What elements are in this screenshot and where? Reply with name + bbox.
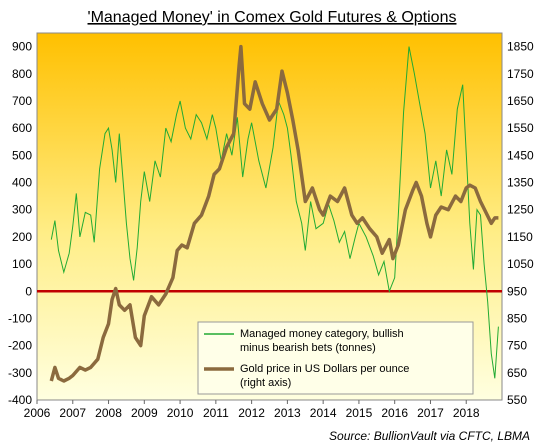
x-tick-label: 2014	[310, 406, 337, 420]
left-tick-label: 300	[12, 203, 32, 217]
left-tick-label: -400	[8, 393, 32, 407]
right-tick-label: 1150	[507, 230, 533, 244]
right-tick-label: 950	[507, 284, 527, 298]
legend-label-managed-money-line1: Managed money category, bullish	[240, 328, 404, 340]
x-tick-label: 2006	[24, 406, 51, 420]
x-tick-label: 2016	[381, 406, 408, 420]
x-tick-label: 2009	[131, 406, 158, 420]
right-tick-label: 1450	[507, 148, 534, 162]
right-tick-label: 850	[507, 311, 527, 325]
left-tick-label: 100	[12, 257, 32, 271]
left-tick-label: 900	[12, 40, 32, 54]
chart-source: Source: BullionVault via CFTC, LBMA	[329, 429, 530, 443]
legend-label-gold-price-line1: Gold price in US Dollars per ounce	[240, 363, 409, 375]
right-tick-label: 1850	[507, 40, 534, 54]
left-tick-label: 600	[12, 121, 32, 135]
right-tick-label: 1350	[507, 176, 534, 190]
right-tick-label: 1250	[507, 203, 534, 217]
legend-box	[197, 321, 474, 395]
left-axis-ticks: 900 800 700 600 500 400 300 200 100 0 -100 -200 -300…	[8, 40, 32, 407]
right-axis-ticks: 1850 1750 1650 1550 1450 1350 1250 1150 1050 950 8…	[507, 40, 534, 407]
right-tick-label: 650	[507, 366, 527, 380]
series-line-managed-money	[50, 46, 499, 379]
x-tick-label: 2013	[274, 406, 301, 420]
right-tick-label: 1750	[507, 67, 534, 81]
left-tick-label: 800	[12, 67, 32, 81]
legend: Managed money category, bullish minus be…	[197, 321, 474, 395]
right-tick-label: 750	[507, 339, 527, 353]
x-tick-label: 2008	[95, 406, 122, 420]
x-tick-label: 2017	[417, 406, 444, 420]
right-tick-label: 1650	[507, 94, 534, 108]
right-tick-label: 1050	[507, 257, 534, 271]
x-tick-label: 2018	[453, 406, 480, 420]
x-tick-label: 2012	[238, 406, 265, 420]
left-tick-label: 400	[12, 176, 32, 190]
legend-label-gold-price-line2: (right axis)	[240, 377, 291, 389]
right-tick-label: 1550	[507, 121, 534, 135]
x-tick-label: 2007	[59, 406, 86, 420]
legend-label-managed-money-line2: minus bearish bets (tonnes)	[240, 342, 376, 354]
right-tick-label: 550	[507, 393, 527, 407]
left-tick-label: -200	[8, 339, 32, 353]
series-line-gold-price	[49, 44, 499, 383]
x-axis-ticks: 2006 2007 2008 2009 2010 2011 2012 2013 2014 2015…	[24, 400, 480, 420]
left-tick-label: -100	[8, 311, 32, 325]
x-tick-label: 2015	[346, 406, 373, 420]
left-tick-label: 200	[12, 230, 32, 244]
left-tick-label: 700	[12, 94, 32, 108]
left-tick-label: -300	[8, 366, 32, 380]
left-tick-label: 500	[12, 148, 32, 162]
chart-title: 'Managed Money' in Comex Gold Futures & …	[88, 9, 457, 26]
x-tick-label: 2011	[203, 406, 229, 420]
left-tick-label: 0	[25, 284, 32, 298]
x-tick-label: 2010	[167, 406, 194, 420]
